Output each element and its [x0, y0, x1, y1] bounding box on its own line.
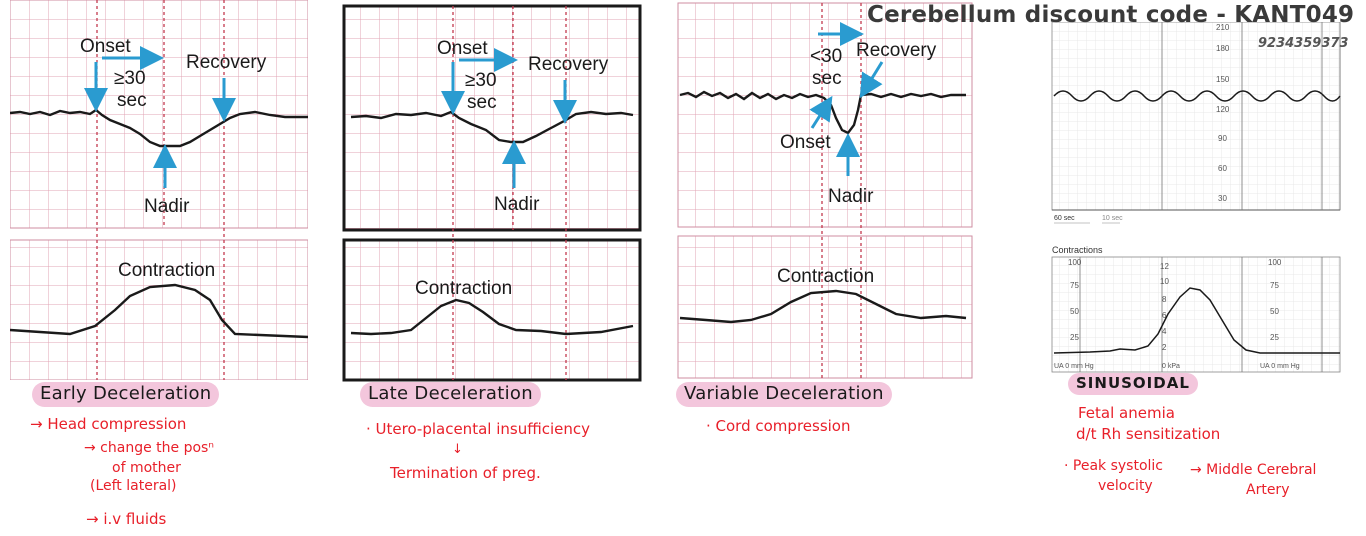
sinusoidal-note-peak-systolic: · Peak systolic: [1064, 458, 1163, 474]
duration-unit-label: sec: [812, 68, 842, 89]
sinusoidal-fhr-trace: [1053, 90, 1341, 102]
sinusoidal-contraction-trace: [1053, 287, 1340, 354]
uterine-left-tick-75: 75: [1070, 281, 1079, 290]
contraction-label: Contraction: [777, 266, 874, 287]
fhr-tick-180: 180: [1216, 44, 1230, 53]
fhr-tick-30: 30: [1218, 194, 1227, 203]
ua-right-label: UA 0 mm Hg: [1260, 363, 1300, 370]
early-note-iv-fluids: → i.v fluids: [86, 510, 167, 528]
nadir-label: Nadir: [494, 194, 540, 215]
kpa-tick-10: 10: [1160, 277, 1169, 286]
kpa-zero-label: 0 kPa: [1162, 363, 1180, 370]
recovery-label: Recovery: [856, 40, 937, 61]
sinusoidal-caption: SINUSOIDAL: [1068, 373, 1198, 395]
uterine-right-tick-75: 75: [1270, 281, 1279, 290]
sinusoidal-note-middle-cerebral: → Middle Cerebral: [1190, 462, 1317, 478]
variable-deceleration-strip: <30 sec Recovery Onset Nadir Contraction: [677, 2, 973, 379]
late-note-arrow: ↓: [452, 442, 463, 457]
nadir-label: Nadir: [144, 196, 190, 217]
duration-label: ≥30: [114, 68, 146, 89]
uterine-right-tick-25: 25: [1270, 333, 1279, 342]
uterine-right-tick-50: 50: [1270, 307, 1279, 316]
contraction-label: Contraction: [415, 278, 512, 299]
recovery-label: Recovery: [528, 54, 609, 75]
fhr-tick-90: 90: [1218, 134, 1227, 143]
onset-label: Onset: [437, 38, 488, 59]
kpa-tick-2: 2: [1162, 343, 1167, 352]
uterine-right-tick-100: 100: [1268, 258, 1282, 267]
promo-header: Cerebellum discount code - KANT049: [867, 2, 1355, 28]
duration-label: ≥30: [465, 70, 497, 91]
duration-unit-label: sec: [117, 90, 147, 111]
promo-phone-number: 9234359373: [1258, 36, 1349, 51]
contraction-trace: [9, 283, 309, 339]
onset-arrow: [809, 95, 833, 129]
variable-note-cord-compression: · Cord compression: [706, 417, 851, 435]
fhr-tick-120: 120: [1216, 105, 1230, 114]
fhr-tick-150: 150: [1216, 75, 1230, 84]
contraction-trace: [350, 298, 634, 336]
fhr-tick-60: 60: [1218, 164, 1227, 173]
late-deceleration-panel: Onset ≥30 sec Recovery Nadir Contraction: [341, 0, 643, 382]
sinusoidal-panel: 210 180 150 120 90 60 30 60 sec 10 sec C…: [1050, 21, 1342, 374]
fhr-trace: [350, 110, 634, 144]
late-deceleration-strip: Onset ≥30 sec Recovery Nadir Contraction: [342, 4, 642, 382]
late-deceleration-caption: Late Deceleration: [360, 382, 541, 407]
sinusoidal-note-artery: Artery: [1246, 482, 1290, 498]
time-scale-10sec: 10 sec: [1102, 215, 1123, 222]
early-note-change-position: → change the posⁿ: [84, 440, 214, 456]
recovery-label: Recovery: [186, 52, 267, 73]
nadir-label: Nadir: [828, 186, 874, 207]
early-note-of-mother: of mother: [112, 460, 181, 476]
kpa-tick-4: 4: [1162, 327, 1167, 336]
kpa-tick-6: 6: [1162, 311, 1167, 320]
sinusoidal-note-rh-sensitization: d/t Rh sensitization: [1076, 425, 1221, 443]
variable-deceleration-caption: Variable Deceleration: [676, 382, 892, 407]
kpa-tick-8: 8: [1162, 295, 1167, 304]
uterine-left-tick-50: 50: [1070, 307, 1079, 316]
contraction-label: Contraction: [118, 260, 215, 281]
early-deceleration-panel: Onset ≥30 sec Recovery Nadir Contraction: [9, 0, 309, 381]
uterine-left-tick-25: 25: [1070, 333, 1079, 342]
duration-unit-label: sec: [467, 92, 497, 113]
onset-label: Onset: [780, 132, 831, 153]
sinusoidal-note-velocity: velocity: [1098, 478, 1153, 494]
kpa-tick-12: 12: [1160, 262, 1169, 271]
sinusoidal-note-fetal-anemia: Fetal anemia: [1078, 404, 1175, 422]
variable-deceleration-panel: <30 sec Recovery Onset Nadir Contraction: [676, 0, 974, 380]
uterine-left-tick-100: 100: [1068, 258, 1082, 267]
onset-label: Onset: [80, 36, 131, 57]
early-deceleration-strip: Onset ≥30 sec Recovery Nadir Contraction: [9, 0, 309, 381]
sinusoidal-strip: 210 180 150 120 90 60 30 60 sec 10 sec C…: [1051, 21, 1341, 373]
early-note-head-compression: → Head compression: [30, 415, 187, 433]
early-note-left-lateral: (Left lateral): [90, 478, 177, 494]
contractions-title: Contractions: [1052, 245, 1103, 255]
ua-left-label: UA 0 mm Hg: [1054, 363, 1094, 370]
recovery-arrow: [859, 61, 884, 99]
late-note-utero-placental: · Utero-placental insufficiency: [366, 420, 590, 438]
contraction-trace: [679, 289, 967, 324]
duration-label: <30: [810, 46, 842, 67]
late-note-termination: Termination of preg.: [390, 464, 541, 482]
early-deceleration-caption: Early Deceleration: [32, 382, 220, 407]
time-scale-60sec: 60 sec: [1054, 215, 1075, 222]
fhr-tick-210: 210: [1216, 23, 1230, 32]
